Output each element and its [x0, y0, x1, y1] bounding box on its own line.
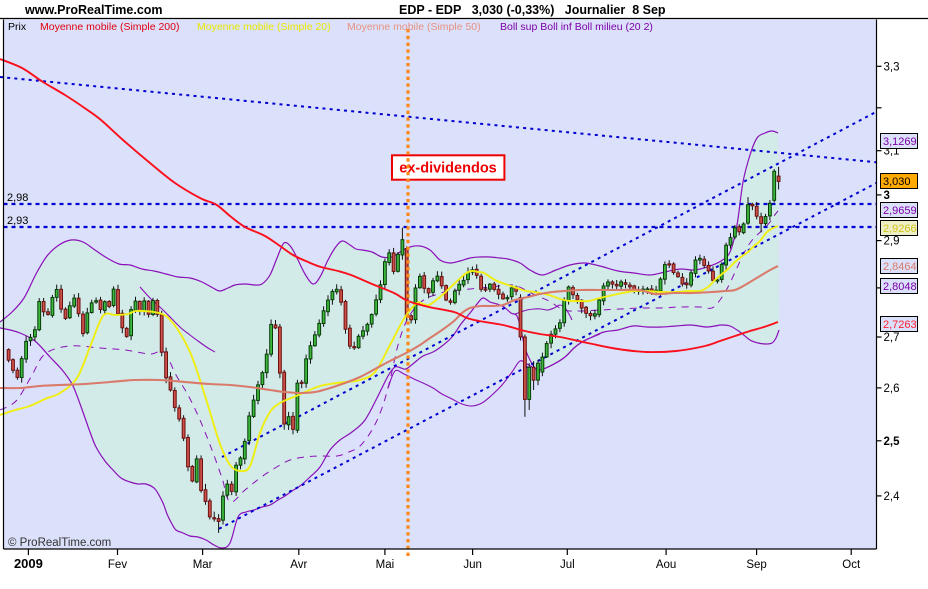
svg-text:Jul: Jul	[560, 559, 575, 571]
svg-text:2,9: 2,9	[884, 236, 900, 248]
svg-text:2,93: 2,93	[7, 215, 28, 227]
svg-text:2,7: 2,7	[884, 332, 900, 344]
svg-text:Sep: Sep	[746, 559, 766, 571]
svg-text:2,7263: 2,7263	[883, 319, 917, 331]
svg-text:www.ProRealTime.com: www.ProRealTime.com	[24, 3, 163, 17]
svg-text:3,030: 3,030	[883, 176, 911, 188]
svg-text:2,9266: 2,9266	[883, 223, 917, 235]
svg-text:2,6: 2,6	[884, 383, 900, 395]
svg-text:© ProRealTime.com: © ProRealTime.com	[8, 537, 111, 549]
svg-text:Moyenne mobile (Simple 50): Moyenne mobile (Simple 50)	[347, 21, 481, 33]
svg-text:Oct: Oct	[842, 559, 861, 571]
svg-text:Aou: Aou	[656, 559, 676, 571]
svg-text:2,8048: 2,8048	[883, 281, 917, 293]
svg-text:Moyenne mobile (Simple 20): Moyenne mobile (Simple 20)	[197, 21, 331, 33]
svg-text:ex-dividendos: ex-dividendos	[399, 161, 497, 177]
svg-text:Avr: Avr	[290, 559, 307, 571]
svg-text:2,9659: 2,9659	[883, 205, 917, 217]
svg-text:3: 3	[884, 190, 890, 202]
svg-text:Fev: Fev	[108, 559, 127, 571]
svg-text:2,5: 2,5	[884, 436, 901, 448]
svg-text:Jun: Jun	[463, 559, 482, 571]
svg-text:Mai: Mai	[376, 559, 395, 571]
svg-text:EDP - EDP 3,030 (-0,33%) J: EDP - EDP 3,030 (-0,33%) Journalier 8 Se…	[399, 3, 666, 17]
svg-text:3,1269: 3,1269	[883, 136, 917, 148]
svg-text:Moyenne mobile (Simple 200): Moyenne mobile (Simple 200)	[40, 21, 179, 33]
svg-text:2,8464: 2,8464	[883, 261, 917, 273]
svg-text:2,98: 2,98	[7, 192, 28, 204]
svg-text:Prix: Prix	[8, 21, 27, 33]
svg-text:Boll sup Boll inf Boll milieu: Boll sup Boll inf Boll milieu (20 2)	[500, 21, 653, 33]
svg-text:2009: 2009	[14, 556, 43, 571]
svg-text:2,4: 2,4	[884, 491, 901, 503]
svg-text:Mar: Mar	[193, 559, 213, 571]
svg-text:3,3: 3,3	[884, 61, 900, 73]
